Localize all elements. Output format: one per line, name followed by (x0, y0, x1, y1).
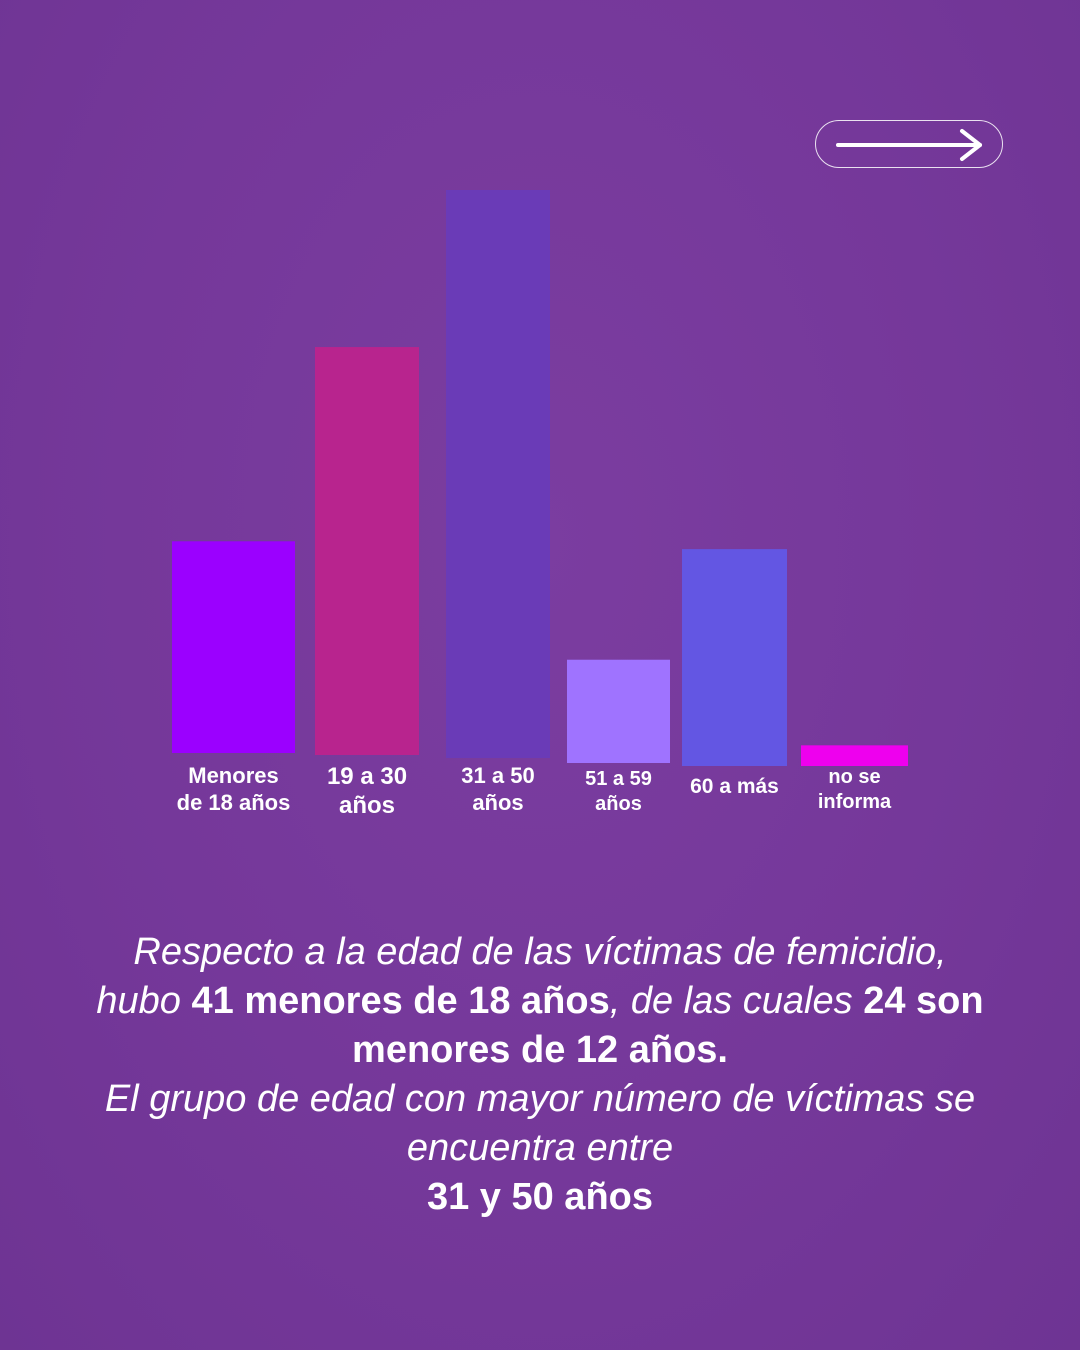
caption-text-2: , de las cuales (609, 980, 864, 1022)
bar-label-3: 31 a 50 años (461, 763, 535, 815)
bar-3 (446, 190, 550, 758)
caption-bold-1: 41 menores de 18 años (191, 980, 610, 1022)
bar-6 (801, 745, 908, 766)
bar-label-6: no se informa (817, 766, 892, 813)
bar-label-1: Menores de 18 años (176, 763, 291, 815)
caption: Respecto a la edad de las víctimas de fe… (90, 928, 990, 1222)
caption-bold-2: 24 son menores de 12 años. (352, 980, 984, 1071)
bar-2 (315, 347, 419, 755)
bar-1 (172, 541, 295, 753)
caption-bold-3: 31 y 50 años (426, 1176, 654, 1218)
next-button[interactable] (815, 120, 1003, 168)
age-bar-chart (172, 190, 908, 766)
bar-label-2: 19 a 30 años (326, 763, 408, 819)
arrow-right-icon (836, 129, 982, 161)
caption-text-1: Respecto a la edad de las víctimas de fe… (96, 931, 947, 1022)
bar-label-5: 60 a más (690, 775, 779, 798)
caption-text-3: El grupo de edad con mayor número de víc… (104, 1078, 976, 1169)
bar-5 (682, 549, 787, 766)
bar-label-4: 51 a 59 años (585, 768, 652, 815)
bar-4 (567, 659, 670, 763)
